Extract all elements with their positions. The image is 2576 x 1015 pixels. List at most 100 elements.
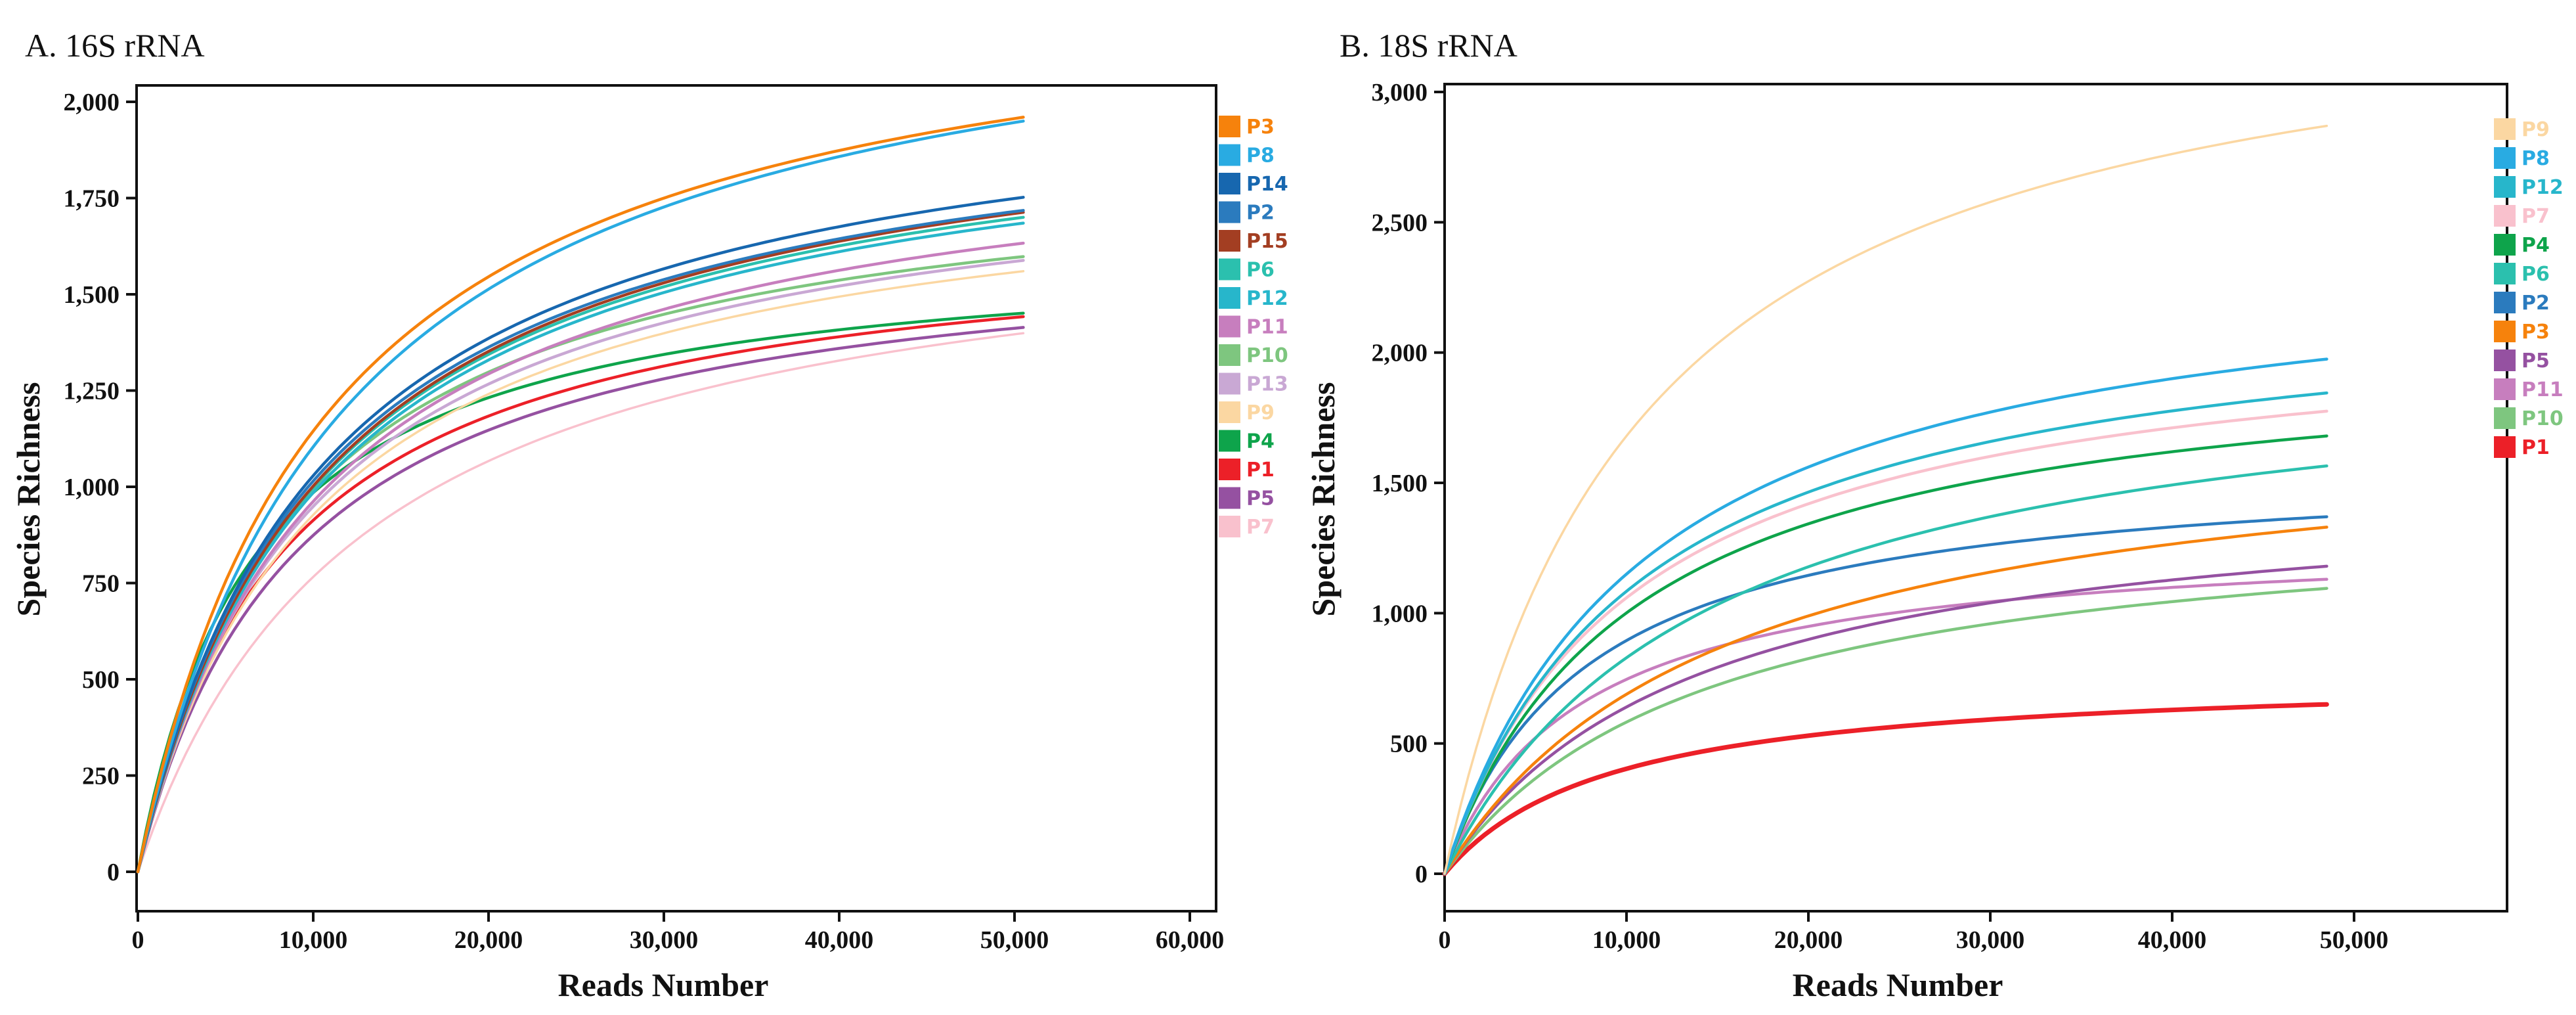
curve-p7 — [137, 332, 1025, 873]
legend-label-p12: P12 — [1246, 287, 1288, 310]
legend-label-p8: P8 — [1246, 145, 1275, 168]
panel-b-title: B. 18S rRNA — [1340, 27, 1517, 64]
legend-item-p14: P14 — [1219, 173, 1288, 196]
legend-swatch-p11 — [1219, 315, 1240, 338]
legend-swatch-p1 — [1219, 459, 1240, 480]
legend-item-p6: P6 — [1219, 258, 1275, 282]
legend-item-p1: P1 — [1219, 459, 1275, 482]
curve-p6 — [1443, 464, 2328, 876]
panel-a-curves — [136, 116, 1025, 874]
legend-swatch-p12 — [1219, 287, 1240, 309]
y-tick-label: 500 — [1390, 731, 1428, 758]
curve-p8 — [1443, 357, 2328, 876]
curve-p13 — [136, 259, 1025, 874]
x-tick-label: 60,000 — [1156, 926, 1225, 954]
legend-label-p8: P8 — [2521, 147, 2550, 170]
legend-label-p11: P11 — [1246, 316, 1288, 339]
legend-item-p10: P10 — [2494, 407, 2564, 430]
legend-swatch-p8 — [2494, 147, 2516, 169]
legend-label-p14: P14 — [1246, 173, 1288, 196]
curve-p3 — [136, 116, 1025, 874]
legend-item-p6: P6 — [2494, 263, 2550, 286]
curve-p4 — [136, 311, 1025, 874]
panel-a-legend: P3 P8 P14 P2 P15 P6 P12 P11 P10 P13 P9 P4 P1 P5 P7 — [1219, 116, 1288, 539]
curve-p7 — [1443, 409, 2328, 876]
legend-label-p12: P12 — [2521, 176, 2564, 199]
legend-swatch-p6 — [1219, 258, 1240, 281]
legend-swatch-p4 — [2494, 234, 2516, 256]
legend-label-p5: P5 — [1246, 487, 1275, 510]
panel-b-axes: 0 10,000 20,000 30,000 40,000 50,000 0 500 1,000… — [1372, 79, 2508, 954]
legend-label-p7: P7 — [2521, 205, 2550, 228]
y-tick-label: 250 — [82, 763, 120, 790]
legend-label-p13: P13 — [1246, 373, 1288, 396]
legend-swatch-p5 — [2494, 350, 2516, 371]
legend-item-p4: P4 — [2494, 234, 2550, 257]
curve-p10 — [1443, 587, 2328, 876]
legend-swatch-p9 — [1219, 401, 1240, 423]
legend-item-p11: P11 — [2494, 378, 2564, 401]
legend-swatch-p6 — [2494, 263, 2516, 284]
legend-item-p10: P10 — [1219, 344, 1288, 367]
legend-swatch-p4 — [1219, 430, 1240, 452]
y-tick-label: 2,000 — [64, 89, 120, 116]
legend-item-p7: P7 — [1219, 516, 1275, 539]
x-tick-label: 0 — [132, 926, 144, 954]
legend-item-p2: P2 — [2494, 292, 2550, 315]
legend-label-p10: P10 — [1246, 344, 1288, 367]
curve-p12 — [1443, 391, 2328, 876]
legend-label-p1: P1 — [1246, 459, 1275, 482]
legend-label-p9: P9 — [1246, 401, 1275, 424]
legend-item-p5: P5 — [1219, 487, 1275, 510]
y-tick-label: 0 — [107, 859, 120, 886]
legend-label-p4: P4 — [1246, 430, 1275, 453]
legend-swatch-p3 — [1219, 116, 1240, 137]
y-tick-label: 0 — [1415, 861, 1428, 888]
legend-swatch-p15 — [1219, 230, 1240, 252]
curve-p12 — [136, 221, 1025, 874]
curve-p9 — [1443, 124, 2328, 875]
x-tick-label: 20,000 — [454, 926, 523, 954]
legend-label-p9: P9 — [2521, 118, 2550, 141]
curve-p8 — [136, 120, 1025, 874]
legend-swatch-p2 — [2494, 292, 2516, 313]
curve-p11 — [1443, 577, 2328, 876]
legend-item-p9: P9 — [1219, 401, 1275, 424]
legend-item-p12: P12 — [2494, 176, 2564, 199]
legend-swatch-p1 — [2494, 436, 2516, 458]
panel-b-legend: P9 P8 P12 P7 P4 P6 P2 P3 P5 P11 P10 P1 — [2494, 118, 2564, 459]
legend-swatch-p2 — [1219, 201, 1240, 223]
x-tick-label: 30,000 — [1956, 926, 2025, 954]
legend-label-p3: P3 — [2521, 321, 2550, 344]
legend-swatch-p8 — [1219, 144, 1240, 166]
y-tick-label: 1,500 — [64, 281, 120, 309]
x-tick-label: 40,000 — [805, 926, 874, 954]
legend-swatch-p11 — [2494, 378, 2516, 400]
curve-p2 — [136, 209, 1025, 874]
legend-item-p11: P11 — [1219, 315, 1288, 339]
y-tick-label: 1,500 — [1372, 470, 1428, 497]
panel-b-curves — [1442, 124, 2329, 876]
legend-swatch-p7 — [1219, 516, 1240, 537]
y-tick-label: 3,000 — [1372, 79, 1428, 106]
curve-p3 — [1443, 526, 2328, 876]
legend-swatch-p5 — [1219, 487, 1240, 509]
legend-label-p6: P6 — [1246, 259, 1275, 282]
x-tick-label: 10,000 — [279, 926, 348, 954]
panel-a-x-axis-label: Reads Number — [558, 966, 769, 1003]
legend-swatch-p9 — [2494, 118, 2516, 140]
legend-item-p1: P1 — [2494, 436, 2550, 459]
curve-p1 — [1442, 702, 2329, 876]
legend-label-p15: P15 — [1246, 230, 1288, 253]
legend-item-p8: P8 — [2494, 147, 2550, 170]
panel-16s: A. 16S rRNA Species Richness Reads Numbe… — [10, 27, 1288, 1003]
curve-p15 — [136, 210, 1025, 874]
y-tick-label: 1,000 — [64, 474, 120, 501]
legend-swatch-p14 — [1219, 173, 1240, 194]
curve-p1 — [136, 315, 1025, 874]
x-tick-label: 0 — [1439, 926, 1451, 954]
legend-item-p4: P4 — [1219, 430, 1275, 453]
legend-label-p10: P10 — [2521, 407, 2564, 430]
legend-label-p4: P4 — [2521, 234, 2550, 257]
